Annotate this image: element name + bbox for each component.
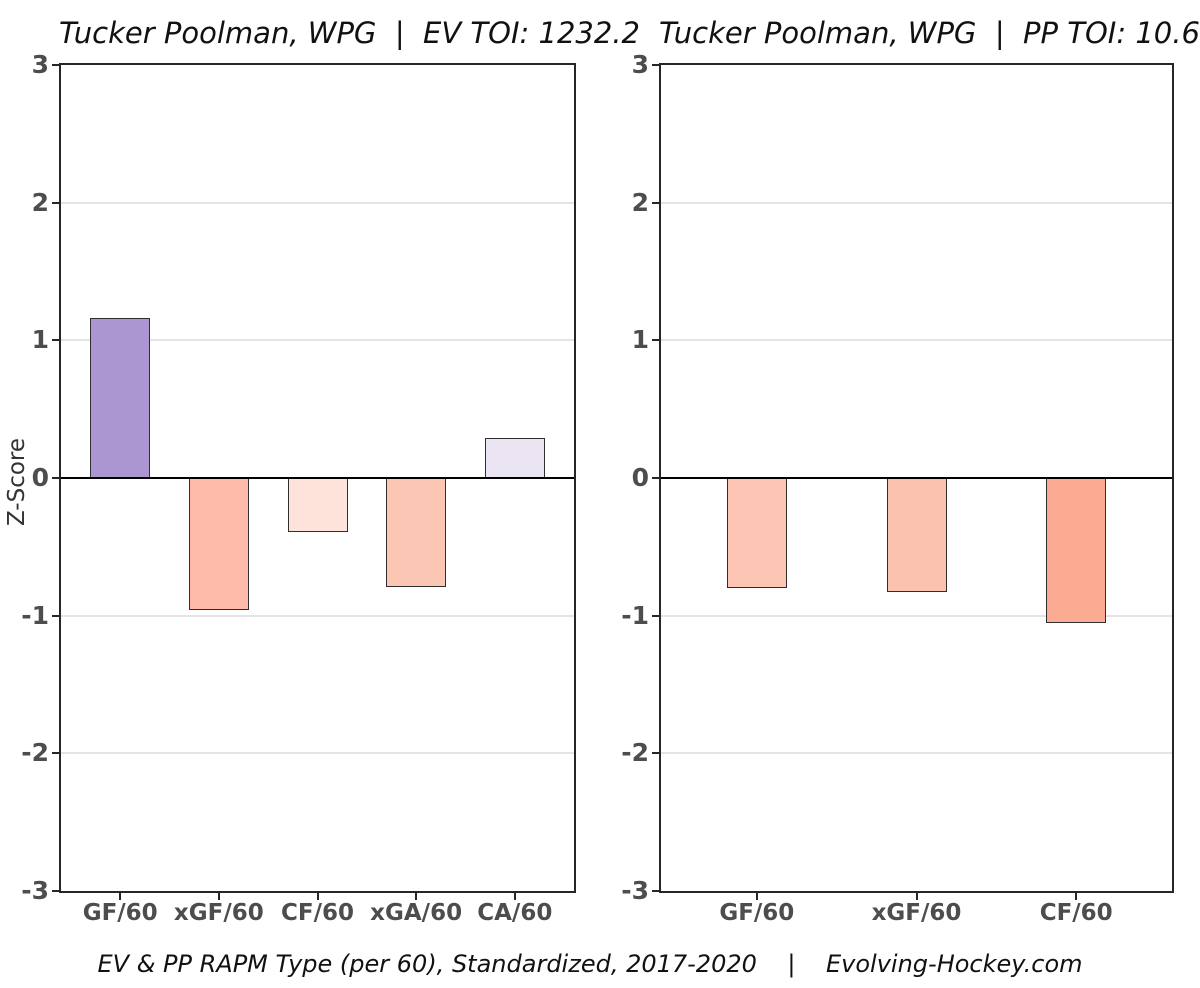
- x-tick-mark: [316, 893, 319, 900]
- gridline-y2: [61, 201, 574, 204]
- y-tick-mark: [52, 890, 59, 892]
- y-tick-mark: [52, 201, 59, 204]
- y-tick-label: -1: [621, 600, 649, 630]
- y-tick-label: 1: [31, 325, 49, 355]
- y-tick-mark: [52, 339, 59, 342]
- bar-gf-60: [90, 318, 151, 478]
- x-tick-mark: [755, 893, 758, 900]
- y-tick-mark: [652, 201, 659, 204]
- x-tick-label: GF/60: [719, 900, 795, 926]
- y-tick-label: 3: [31, 50, 49, 79]
- x-tick-label: xGA/60: [370, 900, 463, 926]
- x-tick-label: xGF/60: [173, 900, 264, 926]
- bar-cf-60: [1046, 478, 1107, 623]
- right-plot-panel: [659, 63, 1174, 893]
- x-tick-label: CF/60: [1039, 900, 1113, 926]
- y-tick-label: 0: [31, 463, 49, 492]
- y-tick-label: -1: [21, 600, 49, 630]
- left-plot-panel: [59, 63, 576, 893]
- y-tick-label: 1: [631, 325, 649, 355]
- gridline-y2: [661, 201, 1172, 204]
- x-tick-label: GF/60: [82, 900, 158, 926]
- x-tick-mark: [415, 893, 418, 900]
- gridline-y-2: [61, 752, 574, 755]
- bar-xga-60: [386, 478, 447, 587]
- right-panel-title: Tucker Poolman, WPG | PP TOI: 10.6: [659, 16, 1200, 50]
- x-tick-label: CF/60: [281, 900, 354, 926]
- y-tick-label: -2: [621, 738, 649, 768]
- bar-gf-60: [726, 478, 787, 589]
- bar-cf-60: [287, 478, 348, 532]
- y-tick-label: 3: [631, 50, 649, 79]
- chart-caption: EV & PP RAPM Type (per 60), Standardized…: [97, 950, 1083, 978]
- x-tick-mark: [217, 893, 220, 900]
- x-tick-mark: [513, 893, 516, 900]
- zero-line: [661, 477, 1172, 479]
- zero-line: [61, 477, 574, 479]
- y-tick-label: -3: [21, 876, 49, 905]
- y-tick-mark: [52, 752, 59, 755]
- bar-ca-60: [484, 438, 545, 478]
- y-tick-mark: [652, 614, 659, 617]
- y-tick-mark: [652, 477, 659, 479]
- y-tick-mark: [52, 64, 59, 66]
- y-tick-label: 2: [31, 187, 49, 217]
- gridline-y-1: [61, 614, 574, 617]
- bar-xgf-60: [886, 478, 947, 593]
- y-tick-label: -2: [21, 738, 49, 768]
- x-tick-mark: [119, 893, 122, 900]
- gridline-y-2: [661, 752, 1172, 755]
- y-tick-mark: [652, 64, 659, 66]
- y-tick-label: 0: [631, 463, 649, 492]
- bar-xgf-60: [188, 478, 249, 611]
- y-tick-mark: [52, 477, 59, 479]
- y-tick-mark: [652, 890, 659, 892]
- gridline-y1: [661, 339, 1172, 342]
- gridline-y1: [61, 339, 574, 342]
- y-tick-label: -3: [621, 876, 649, 905]
- x-tick-mark: [915, 893, 918, 900]
- y-tick-mark: [652, 752, 659, 755]
- y-tick-label: 2: [631, 187, 649, 217]
- x-tick-label: xGF/60: [871, 900, 962, 926]
- y-tick-mark: [652, 339, 659, 342]
- x-tick-mark: [1075, 893, 1078, 900]
- gridline-y-1: [661, 614, 1172, 617]
- x-tick-label: CA/60: [477, 900, 553, 926]
- y-tick-mark: [52, 614, 59, 617]
- left-panel-title: Tucker Poolman, WPG | EV TOI: 1232.2: [59, 16, 640, 50]
